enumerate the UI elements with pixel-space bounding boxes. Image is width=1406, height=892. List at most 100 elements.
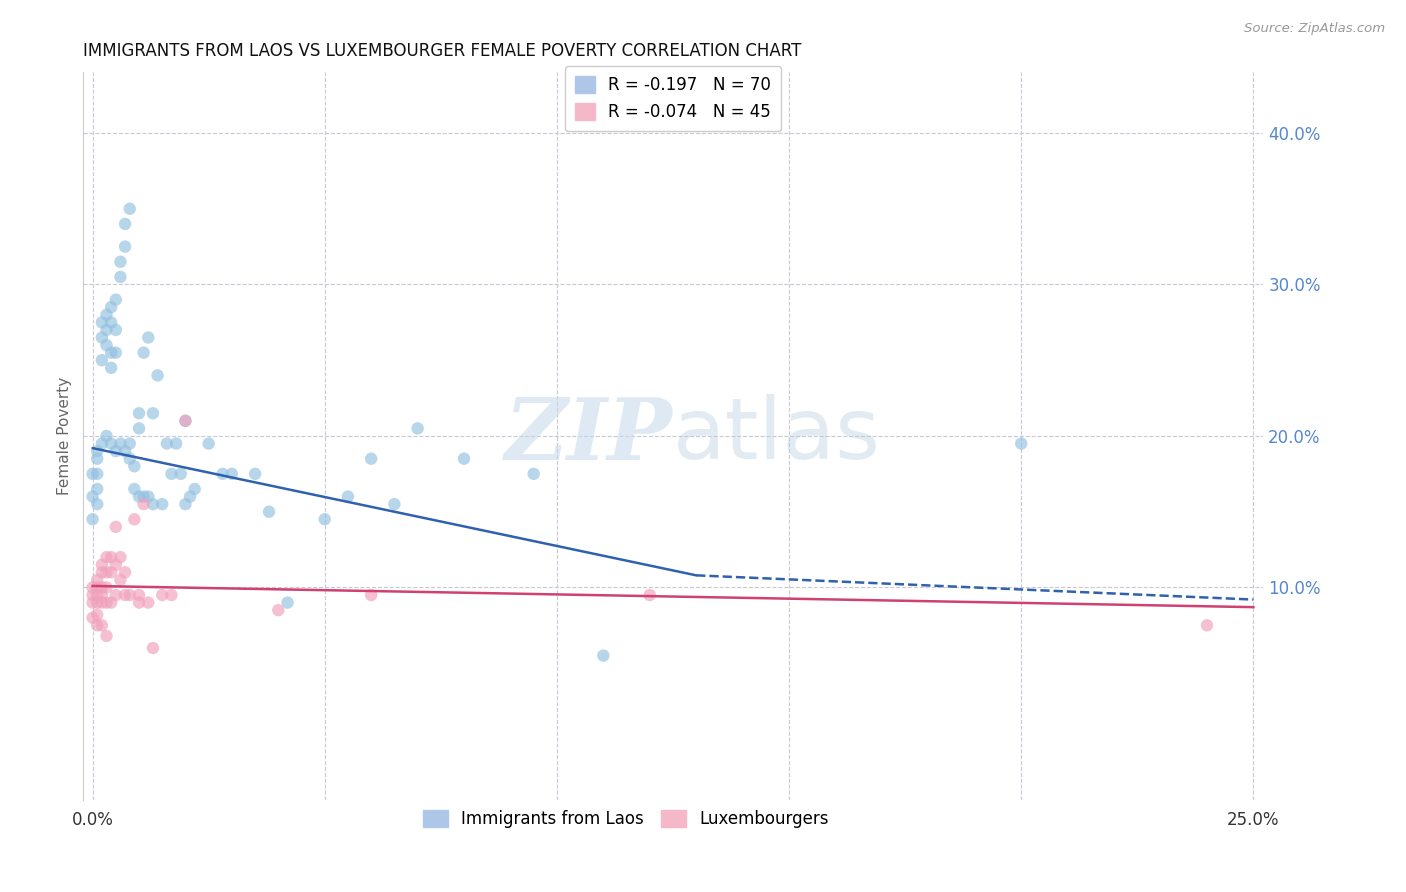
Point [221,467,243,481]
Point [360,451,382,466]
Point [90,315,112,329]
Point [638,588,661,602]
Point [86,581,108,595]
Point [174,414,197,428]
Point [82,581,104,595]
Point [100,596,122,610]
Point [96,550,118,565]
Point [90,330,112,344]
Point [110,254,132,268]
Point [86,588,108,602]
Point [90,588,112,602]
Point [86,497,108,511]
Point [104,323,127,337]
Point [118,451,141,466]
Point [336,490,359,504]
Point [90,566,112,580]
Point [243,467,266,481]
Point [523,467,546,481]
Point [110,573,132,587]
Point [104,520,127,534]
Point [128,588,150,602]
Point [136,596,159,610]
Point [90,436,112,450]
Point [82,588,104,602]
Point [118,588,141,602]
Point [114,566,136,580]
Point [267,603,290,617]
Point [128,596,150,610]
Point [114,217,136,231]
Point [82,467,104,481]
Point [100,345,122,359]
Point [104,558,127,572]
Point [170,467,193,481]
Point [86,451,108,466]
Point [314,512,336,526]
Point [104,444,127,458]
Point [104,293,127,307]
Point [100,566,122,580]
Point [104,345,127,359]
Point [86,482,108,496]
Point [165,436,187,450]
Point [160,467,183,481]
Point [128,421,150,435]
Point [114,588,136,602]
Point [96,596,118,610]
Point [86,573,108,587]
Point [118,202,141,216]
Point [86,467,108,481]
Point [124,482,146,496]
Point [211,467,233,481]
Legend: Immigrants from Laos, Luxembourgers: Immigrants from Laos, Luxembourgers [416,804,835,835]
Point [90,353,112,368]
Point [96,308,118,322]
Point [142,641,165,656]
Point [174,497,197,511]
Point [1010,436,1032,450]
Text: ZIP: ZIP [505,394,673,478]
Point [82,512,104,526]
Point [100,436,122,450]
Point [146,368,169,383]
Point [197,436,219,450]
Text: IMMIGRANTS FROM LAOS VS LUXEMBOURGER FEMALE POVERTY CORRELATION CHART: IMMIGRANTS FROM LAOS VS LUXEMBOURGER FEM… [83,42,801,60]
Point [86,618,108,632]
Point [277,596,299,610]
Y-axis label: Female Poverty: Female Poverty [58,376,72,495]
Point [96,323,118,337]
Point [100,360,122,375]
Point [100,315,122,329]
Point [1195,618,1218,632]
Point [96,338,118,352]
Point [86,444,108,458]
Point [179,490,201,504]
Point [150,497,173,511]
Point [90,596,112,610]
Point [453,451,475,466]
Point [100,300,122,314]
Point [96,581,118,595]
Point [128,406,150,420]
Point [82,611,104,625]
Point [86,596,108,610]
Point [114,239,136,253]
Point [183,482,205,496]
Point [110,269,132,284]
Point [150,588,173,602]
Point [136,490,159,504]
Point [96,566,118,580]
Point [114,444,136,458]
Point [104,588,127,602]
Text: atlas: atlas [673,394,882,477]
Point [142,497,165,511]
Point [124,512,146,526]
Point [132,345,155,359]
Point [110,436,132,450]
Point [360,588,382,602]
Point [90,558,112,572]
Point [128,490,150,504]
Point [110,550,132,565]
Point [174,414,197,428]
